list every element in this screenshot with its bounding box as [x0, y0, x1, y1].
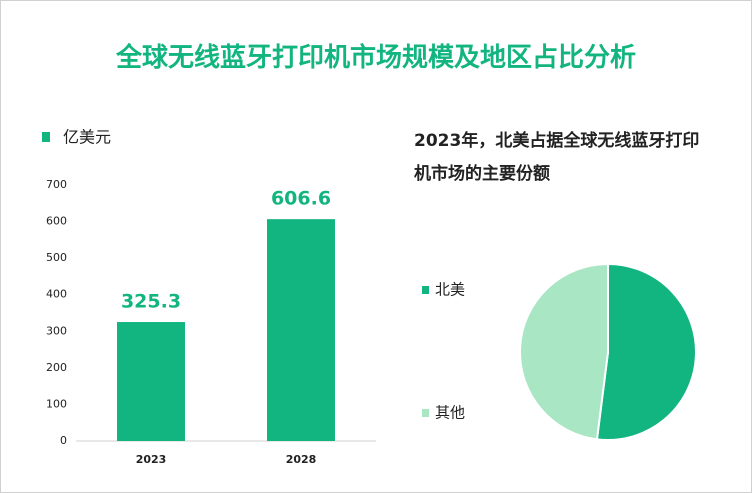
y-tick-label: 400	[46, 288, 67, 301]
y-tick-label: 200	[46, 361, 67, 374]
bar	[267, 219, 335, 441]
y-tick-label: 100	[46, 397, 67, 410]
legend-label: 北美	[435, 281, 465, 299]
legend-swatch	[422, 409, 429, 417]
legend-swatch	[42, 132, 50, 142]
value-label: 606.6	[271, 188, 331, 210]
y-tick-label: 0	[60, 434, 67, 447]
legend-swatch	[422, 286, 429, 294]
x-tick-label: 2023	[136, 453, 167, 466]
pie-slice	[595, 262, 697, 441]
legend-label: 其他	[435, 404, 465, 422]
y-tick-label: 600	[46, 215, 67, 228]
y-tick-label: 300	[46, 324, 67, 337]
value-label: 325.3	[121, 291, 181, 313]
y-tick-label: 500	[46, 251, 67, 264]
page-title: 全球无线蓝牙打印机市场规模及地区占比分析	[115, 43, 636, 73]
legend-label: 亿美元	[63, 128, 111, 147]
y-tick-label: 700	[46, 178, 67, 191]
x-tick-label: 2028	[286, 453, 317, 466]
pie-slice	[519, 262, 609, 441]
pie-title: 2023年，北美占据全球无线蓝牙打印机市场的主要份额	[414, 131, 700, 184]
bar	[117, 322, 185, 441]
